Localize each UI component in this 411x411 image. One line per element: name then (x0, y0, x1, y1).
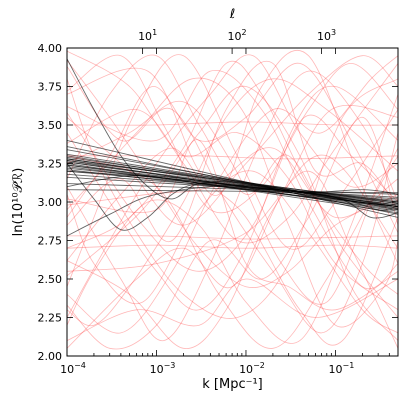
tick-group: 10−4 10−3 10−2 10−1 101 102 103 2.00 2.25 2.50 2.7… (38, 28, 399, 376)
x-tick-label-0: 10−4 (60, 361, 86, 376)
prior-curve-35 (67, 77, 398, 328)
prior-curve-28 (67, 50, 398, 311)
posterior-curve-64 (67, 175, 398, 195)
prior-curve-4 (67, 70, 398, 342)
posterior-curve-56 (67, 189, 398, 194)
prior-curve-19 (67, 69, 398, 290)
top-tick-label-1: 102 (228, 28, 247, 43)
y-tick-label-3: 2.75 (38, 235, 63, 248)
posterior-curve-62 (67, 58, 398, 208)
posterior-curve-58 (67, 139, 398, 218)
prior-curve-10 (67, 278, 398, 341)
prior-curve-26 (67, 100, 398, 305)
prior-curve-2 (67, 121, 398, 126)
y-tick-label-2: 2.50 (38, 273, 63, 286)
prior-curve-14 (67, 66, 398, 334)
prior-curve-32 (67, 54, 398, 214)
y-tick-label-4: 3.00 (38, 196, 63, 209)
prior-curve-3 (67, 60, 398, 295)
prior-curve-29 (67, 104, 398, 349)
prior-curve-27 (67, 61, 398, 243)
prior-curve-36 (67, 112, 398, 272)
prior-curve-9 (67, 62, 398, 233)
prior-curve-30 (67, 139, 398, 311)
prior-curve-21 (67, 147, 398, 219)
prior-curve-0 (67, 60, 398, 288)
prior-curve-23 (67, 85, 398, 341)
prior-curve-33 (67, 116, 398, 350)
posterior-curve-55 (67, 183, 398, 195)
y-tick-label-8: 4.00 (38, 42, 63, 55)
x-axis-label: k [Mpc⁻¹] (202, 377, 263, 392)
y-tick-label-0: 2.00 (38, 350, 63, 363)
prior-curve-13 (67, 235, 398, 240)
prior-curve-31 (67, 244, 398, 249)
x-tick-label-1: 10−3 (150, 361, 176, 376)
posterior-curve-61 (67, 163, 398, 231)
y-axis-label: ln(10¹⁰𝒫ℛ) (11, 168, 26, 237)
prior-curve-25 (67, 94, 398, 344)
x-tick-label-3: 10−1 (329, 361, 355, 376)
prior-curve-17 (67, 154, 398, 349)
y-tick-label-6: 3.50 (38, 119, 63, 132)
prior-curve-1 (67, 78, 398, 327)
top-tick-label-2: 103 (317, 28, 336, 43)
prior-curve-6 (67, 67, 398, 346)
y-tick-label-1: 2.25 (38, 312, 63, 325)
x-tick-label-2: 10−2 (239, 361, 265, 376)
posterior-curve-41 (67, 173, 398, 200)
posterior-curve-65 (67, 170, 398, 219)
prior-curve-24 (67, 85, 398, 311)
top-axis-label: ℓ (229, 7, 235, 22)
y-tick-label-5: 3.25 (38, 158, 63, 171)
series-group (67, 49, 398, 350)
posterior-curve-54 (67, 176, 398, 198)
prior-curve-18 (67, 54, 398, 318)
prior-curve-20 (67, 55, 398, 334)
prior-curve-15 (67, 54, 398, 318)
y-tick-label-7: 3.75 (38, 81, 63, 94)
posterior-curve-57 (67, 146, 398, 215)
prior-curve-7 (67, 54, 398, 287)
top-tick-label-0: 101 (138, 28, 157, 43)
prior-curve-8 (67, 147, 398, 349)
prior-curve-16 (67, 63, 398, 244)
prior-curve-22 (67, 78, 398, 319)
